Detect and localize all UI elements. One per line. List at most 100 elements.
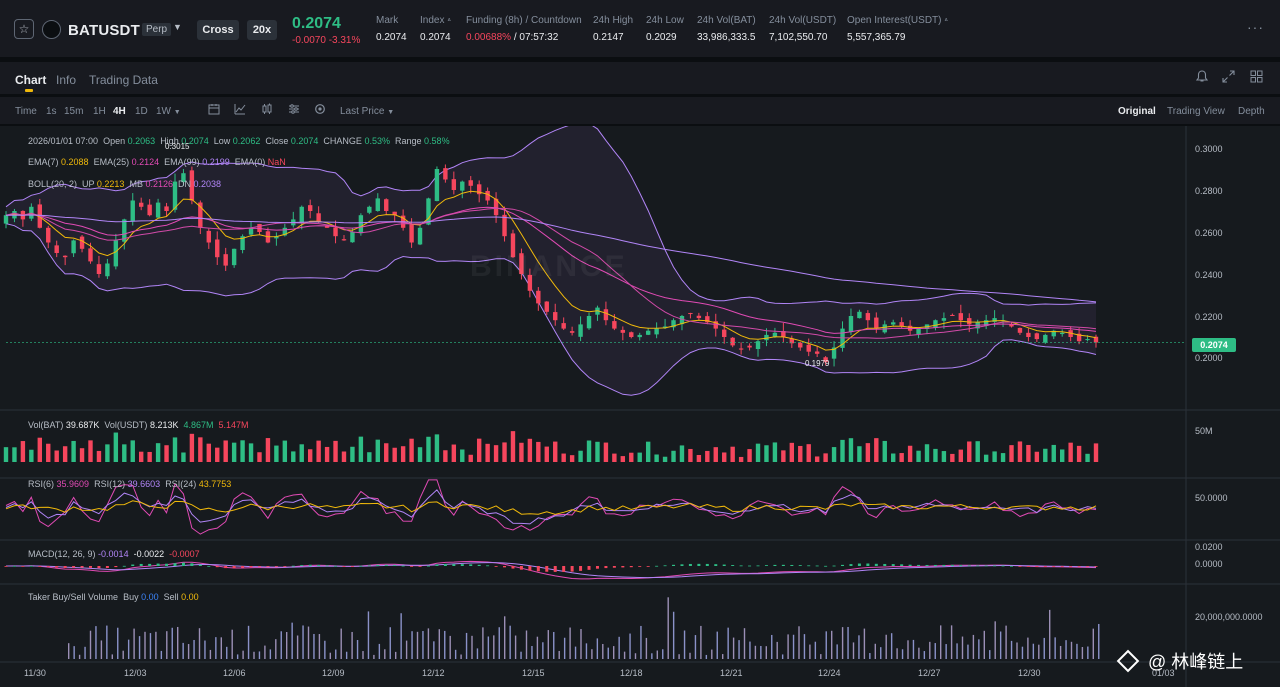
tab-chart[interactable]: Chart (15, 73, 47, 87)
volume-bar (400, 446, 406, 462)
macd-histogram-bar (325, 565, 329, 567)
macd-histogram-bar (629, 566, 633, 568)
candle-body (1060, 332, 1065, 335)
favorite-star-icon[interactable]: ☆ (14, 19, 34, 39)
settings-sliders-icon[interactable] (288, 103, 300, 115)
candle-body (79, 236, 85, 249)
macd-histogram-bar (545, 566, 549, 572)
settings-gear-icon[interactable] (314, 103, 326, 115)
more-dots-icon[interactable]: ··· (1247, 19, 1264, 35)
logo-diamond-icon (1116, 649, 1140, 673)
volume-bar (189, 433, 195, 462)
stat-24h-vol-bat: 24h Vol(BAT) 33,986,333.5 (697, 15, 756, 43)
indicators-icon[interactable] (234, 103, 246, 115)
taker-volume-bar (204, 640, 206, 659)
timeframe-time[interactable]: Time (15, 106, 37, 117)
timeframe-4h[interactable]: 4H (113, 106, 126, 117)
macd-histogram-bar (807, 565, 811, 567)
tab-trading-data[interactable]: Trading Data (89, 73, 158, 87)
taker-volume-bar (302, 625, 304, 659)
candle-body (789, 338, 795, 344)
timeframe-1s[interactable]: 1s (46, 106, 57, 117)
volume-bar (586, 440, 592, 462)
chart-canvas[interactable] (0, 126, 1280, 687)
fullscreen-icon[interactable] (1222, 70, 1235, 83)
volume-bar (747, 449, 752, 462)
taker-legend: Taker Buy/Sell Volume Buy 0.00 Sell 0.00 (28, 592, 199, 602)
chart-area[interactable]: BINANCE 2026/01/01 07:00 Open 0.2063 Hig… (0, 126, 1280, 687)
volume-bar (198, 437, 203, 462)
taker-volume-bar (487, 636, 490, 659)
volume-bar (662, 456, 668, 462)
candle-body (189, 170, 195, 201)
candle-body (417, 227, 423, 245)
candle-body (138, 202, 144, 207)
price-axis-label: 0.2200 (1195, 312, 1223, 322)
symbol-dropdown-caret-icon[interactable]: ▼ (173, 22, 182, 32)
view-original[interactable]: Original (1118, 106, 1156, 117)
volume-bar (299, 444, 304, 462)
volume-bar (367, 452, 372, 462)
volume-bar (738, 456, 744, 462)
macd-histogram-bar (866, 563, 870, 566)
view-trading-view[interactable]: Trading View (1167, 106, 1225, 117)
volume-bar (916, 450, 921, 462)
margin-mode-button[interactable]: Cross (197, 20, 239, 40)
leverage-button[interactable]: 20x (247, 20, 277, 40)
tab-info[interactable]: Info (56, 73, 77, 87)
view-depth[interactable]: Depth (1238, 106, 1265, 117)
layout-grid-icon[interactable] (1250, 70, 1263, 83)
volume-bar (88, 440, 93, 462)
macd-histogram-bar (300, 565, 304, 566)
volume-bar (1043, 448, 1048, 462)
calendar-icon[interactable] (208, 103, 220, 115)
candle-body (798, 342, 803, 348)
ohlc-legend: 2026/01/01 07:00 Open 0.2063 High 0.2074… (28, 136, 450, 146)
stat-label: 24h Low (646, 15, 684, 26)
candle-body (629, 332, 634, 337)
candle-body (1085, 339, 1090, 341)
taker-volume-bar (950, 625, 953, 659)
stat-mark: Mark 0.2074 (376, 15, 407, 43)
candle-body (806, 344, 811, 352)
macd-histogram-bar (1026, 566, 1030, 567)
macd-histogram-bar (12, 565, 16, 567)
macd-histogram-bar (97, 566, 101, 569)
candle-body (198, 202, 203, 228)
taker-volume-bar (1070, 641, 1073, 659)
timeframe-15m[interactable]: 15m (64, 106, 84, 117)
stat-label[interactable]: Index ᐞ (420, 15, 452, 26)
taker-volume-bar (324, 640, 326, 659)
symbol-name[interactable]: BATUSDT (68, 22, 140, 39)
volume-bar (696, 454, 702, 462)
candle-style-icon[interactable] (261, 103, 273, 115)
macd-histogram-bar (224, 566, 228, 569)
taker-volume-bar (117, 627, 119, 659)
taker-volume-bar (149, 633, 152, 659)
timeframe-1h[interactable]: 1H (93, 106, 106, 117)
volume-bar (3, 447, 9, 462)
macd-histogram-bar (933, 564, 937, 566)
timeframe-1w[interactable]: 1W ▼ (156, 106, 181, 117)
stat-label[interactable]: Open Interest(USDT) ᐞ (847, 15, 949, 26)
date-axis-label: 12/09 (322, 668, 345, 678)
taker-volume-bar (373, 654, 375, 659)
taker-volume-bar (362, 651, 364, 659)
candle-body (468, 180, 473, 186)
volume-bar (874, 438, 879, 462)
macd-histogram-bar (122, 565, 126, 567)
volume-bar (772, 442, 778, 462)
candle-body (696, 315, 702, 319)
active-tab-indicator (25, 89, 33, 92)
stat-24h-low: 24h Low 0.2029 (646, 15, 684, 43)
taker-volume-bar (880, 647, 882, 659)
alert-bell-icon[interactable] (1196, 70, 1208, 83)
stat-value: 0.2074 (376, 32, 407, 43)
volume-bar (1017, 441, 1023, 462)
price-type-select[interactable]: Last Price ▼ (340, 106, 395, 117)
macd-histogram-bar (274, 566, 278, 567)
macd-histogram-bar (46, 566, 50, 567)
volume-bar (561, 453, 566, 462)
timeframe-1d[interactable]: 1D (135, 106, 148, 117)
candle-body (367, 206, 372, 213)
